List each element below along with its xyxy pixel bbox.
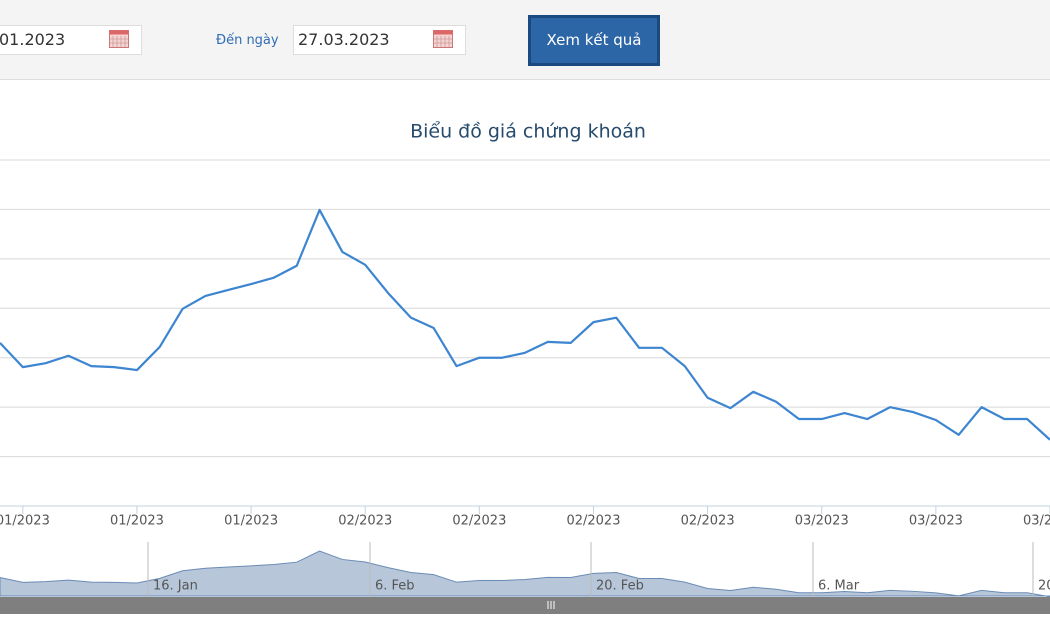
to-date: 27.03.2023 xyxy=(298,30,390,49)
x-tick-label: 02/2023 xyxy=(338,514,392,529)
to-label: Đến ngày xyxy=(216,33,279,48)
x-tick-label: 03/2023 xyxy=(909,514,963,529)
x-tick-label: 02/2023 xyxy=(452,514,506,529)
from-date-input[interactable]: 01.2023 xyxy=(0,25,142,55)
calendar-icon[interactable] xyxy=(433,30,453,48)
scrollbar-grip[interactable] xyxy=(547,601,555,609)
price-line xyxy=(0,208,1050,441)
submit-button[interactable]: Xem kết quả xyxy=(528,15,660,66)
navigator-label: 20. Feb xyxy=(596,579,644,594)
x-tick-label: 03/2023 xyxy=(1023,514,1050,529)
x-tick-label: 02/2023 xyxy=(566,514,620,529)
x-tick-label: 02/2023 xyxy=(681,514,735,529)
navigator-label: 6. Feb xyxy=(375,579,415,594)
navigator-label: 16. Jan xyxy=(153,579,198,594)
chart-title: Biểu đồ giá chứng khoán xyxy=(410,121,646,143)
to-date-input[interactable]: 27.03.2023 xyxy=(293,25,466,55)
x-tick-label: 03/2023 xyxy=(795,514,849,529)
navigator-label: 20 xyxy=(1038,579,1050,594)
filter-bar: 01.2023 Đến ngày 27.03.2023 Xem kết quả xyxy=(0,0,1050,80)
scrollbar[interactable] xyxy=(0,597,1050,614)
x-tick-label: 01/2023 xyxy=(224,514,278,529)
calendar-icon[interactable] xyxy=(109,30,129,48)
navigator-label: 6. Mar xyxy=(818,579,860,594)
from-date: 01.2023 xyxy=(0,30,66,49)
x-tick-label: 01/2023 xyxy=(110,514,164,529)
x-tick-label: 01/2023 xyxy=(0,514,50,529)
navigator-area xyxy=(0,550,1050,598)
